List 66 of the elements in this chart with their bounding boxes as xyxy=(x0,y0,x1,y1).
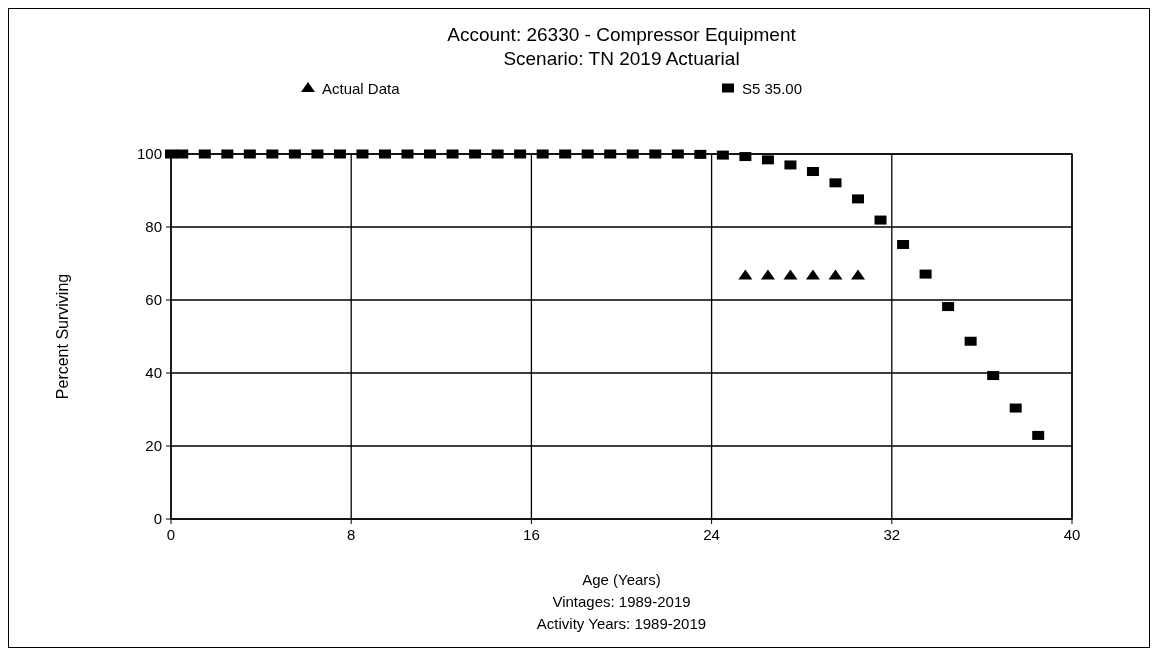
text: Vintages: 1989-2019 xyxy=(552,593,691,610)
point xyxy=(626,149,639,159)
point xyxy=(311,149,324,159)
point xyxy=(333,149,346,159)
point xyxy=(828,269,843,280)
chart-title: Account: 26330 - Compressor Equipment xyxy=(447,24,797,45)
x-tick-label: 40 xyxy=(1063,526,1081,543)
point xyxy=(851,269,866,280)
point xyxy=(897,240,910,250)
point xyxy=(716,150,729,160)
y-tick-label: 40 xyxy=(145,364,162,381)
point xyxy=(1032,430,1045,440)
point xyxy=(401,149,414,159)
legend-label: Actual Data xyxy=(322,80,401,97)
y-axis-title: Percent Surviving xyxy=(54,273,71,400)
text: Activity Years: 1989-2019 xyxy=(536,615,707,632)
point xyxy=(1009,403,1022,413)
point xyxy=(243,149,256,159)
point xyxy=(581,149,594,159)
x-axis-title: Age (Years) xyxy=(582,571,661,588)
point xyxy=(165,149,177,159)
point xyxy=(671,149,684,159)
x-tick-label: 16 xyxy=(523,526,540,543)
point xyxy=(874,215,887,225)
legend-label: S5 35.00 xyxy=(742,80,803,97)
point xyxy=(761,155,774,165)
point xyxy=(987,371,1000,381)
point xyxy=(919,269,932,279)
point xyxy=(266,149,279,159)
point xyxy=(559,149,572,159)
point xyxy=(942,302,955,312)
y-tick-label: 100 xyxy=(136,145,162,162)
point xyxy=(356,149,369,159)
point xyxy=(491,149,504,159)
point xyxy=(806,167,819,177)
point xyxy=(760,269,775,280)
y-tick-label: 60 xyxy=(145,291,162,308)
x-tick-label: 32 xyxy=(883,526,901,543)
point xyxy=(964,336,977,346)
x-tick-label: 24 xyxy=(703,526,720,543)
y-tick-label: 0 xyxy=(153,510,162,527)
point xyxy=(221,149,234,159)
point xyxy=(604,149,617,159)
point xyxy=(738,269,753,280)
point xyxy=(378,149,391,159)
point xyxy=(739,152,752,162)
x-tick-label: 8 xyxy=(347,526,356,543)
y-tick-label: 80 xyxy=(145,218,162,235)
x-tick-label: 0 xyxy=(166,526,176,543)
point xyxy=(424,149,437,159)
point xyxy=(198,149,211,159)
point xyxy=(446,149,459,159)
point xyxy=(694,149,707,159)
point xyxy=(514,149,527,159)
point xyxy=(176,149,189,159)
point xyxy=(783,269,798,280)
y-tick-label: 20 xyxy=(145,437,162,454)
chart-subtitle: Scenario: TN 2019 Actuarial xyxy=(503,48,740,69)
point xyxy=(649,149,662,159)
point xyxy=(829,178,842,188)
point xyxy=(784,160,797,170)
point xyxy=(288,149,301,159)
point xyxy=(805,269,820,280)
point xyxy=(852,194,865,204)
point xyxy=(536,149,549,159)
point xyxy=(469,149,482,159)
